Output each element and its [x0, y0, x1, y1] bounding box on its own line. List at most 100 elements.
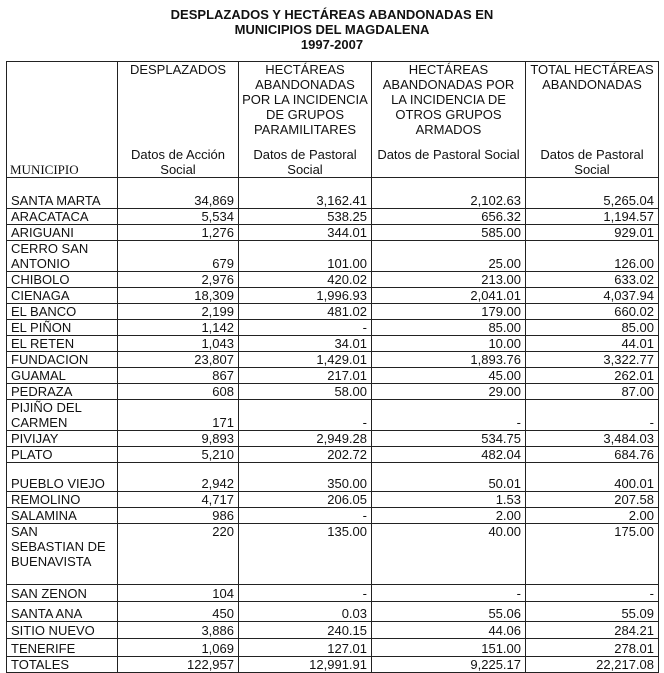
value-cell: 284.21 — [525, 621, 659, 639]
value-cell: 220 — [117, 523, 239, 585]
document-title: DESPLAZADOS Y HECTÁREAS ABANDONADAS EN M… — [0, 7, 664, 52]
value-cell: 400.01 — [525, 462, 659, 492]
value-cell: 206.05 — [238, 491, 372, 508]
municipio-cell: TENERIFE — [6, 638, 118, 657]
column-header-municipio: MUNICIPIO — [6, 61, 118, 178]
value-cell: 684.76 — [525, 446, 659, 463]
value-cell: 867 — [117, 367, 239, 384]
value-cell: 85.00 — [525, 319, 659, 336]
table-row: SANTA MARTA 34,869 3,162.41 2,102.63 5,265.0… — [6, 177, 659, 209]
value-cell: 5,210 — [117, 446, 239, 463]
table-row: SANTA ANA 450 0.03 55.06 55.09 — [6, 601, 659, 622]
value-cell: 534.75 — [371, 430, 526, 447]
municipio-cell: SAN ZENON — [6, 584, 118, 602]
municipio-cell: SITIO NUEVO — [6, 621, 118, 639]
column-header-otros-grupos: HECTÁREAS ABANDONADAS POR LA INCIDENCIA … — [371, 61, 526, 178]
value-cell: 2.00 — [525, 507, 659, 524]
value-cell: 58.00 — [238, 383, 372, 400]
value-cell: 34.01 — [238, 335, 372, 352]
value-cell: - — [238, 507, 372, 524]
column-header-desplazados: DESPLAZADOS Datos de Acción Social — [117, 61, 239, 178]
value-cell: 1,142 — [117, 319, 239, 336]
value-cell: 122,957 — [117, 656, 239, 673]
value-cell: 929.01 — [525, 224, 659, 241]
value-cell: 3,162.41 — [238, 177, 372, 209]
value-cell: 34,869 — [117, 177, 239, 209]
title-line: DESPLAZADOS Y HECTÁREAS ABANDONADAS EN — [170, 7, 494, 22]
value-cell: 633.02 — [525, 271, 659, 288]
value-cell: 2,041.01 — [371, 287, 526, 304]
municipio-cell: TOTALES — [6, 656, 118, 673]
municipio-cell: REMOLINO — [6, 491, 118, 508]
municipio-cell: SAN SEBASTIAN DE BUENAVISTA — [6, 523, 118, 585]
municipio-cell: EL RETEN — [6, 335, 118, 352]
value-cell: 25.00 — [371, 240, 526, 272]
table-row: GUAMAL 867 217.01 45.00 262.01 — [6, 367, 659, 384]
value-cell: 1,996.93 — [238, 287, 372, 304]
municipio-cell: CIENAGA — [6, 287, 118, 304]
value-cell: 2,976 — [117, 271, 239, 288]
municipio-cell: PUEBLO VIEJO — [6, 462, 118, 492]
value-cell: 40.00 — [371, 523, 526, 585]
value-cell: 3,322.77 — [525, 351, 659, 368]
value-cell: 179.00 — [371, 303, 526, 320]
value-cell: 2,949.28 — [238, 430, 372, 447]
value-cell: 45.00 — [371, 367, 526, 384]
table-row: EL BANCO 2,199 481.02 179.00 660.02 — [6, 303, 659, 320]
value-cell: 10.00 — [371, 335, 526, 352]
value-cell: 23,807 — [117, 351, 239, 368]
municipio-cell: SANTA MARTA — [6, 177, 118, 209]
value-cell: 656.32 — [371, 208, 526, 225]
column-header-paramilitares: HECTÁREAS ABANDONADAS POR LA INCIDENCIA … — [238, 61, 372, 178]
title-line: MUNICIPIOS DEL MAGDALENA — [234, 22, 430, 37]
value-cell: 450 — [117, 601, 239, 622]
table-row: SAN SEBASTIAN DE BUENAVISTA 220 135.00 40.0… — [6, 523, 659, 585]
municipio-cell: EL PIÑON — [6, 319, 118, 336]
table-row: EL PIÑON 1,142-85.00 85.00 — [6, 319, 659, 336]
value-cell: 4,717 — [117, 491, 239, 508]
value-cell: 350.00 — [238, 462, 372, 492]
value-cell: 1,194.57 — [525, 208, 659, 225]
table-row: SAN ZENON 104- - - — [6, 584, 659, 602]
data-table: MUNICIPIO DESPLAZADOS Datos de Acción Soc… — [6, 61, 659, 673]
value-cell: 344.01 — [238, 224, 372, 241]
municipio-cell: ARIGUANI — [6, 224, 118, 241]
value-cell: 5,265.04 — [525, 177, 659, 209]
municipio-cell: SANTA ANA — [6, 601, 118, 622]
value-cell: 2,199 — [117, 303, 239, 320]
value-cell: 482.04 — [371, 446, 526, 463]
table-row: PUEBLO VIEJO 2,942 350.00 50.01 400.01 — [6, 462, 659, 492]
value-cell: - — [238, 399, 372, 431]
value-cell: 679 — [117, 240, 239, 272]
value-cell: 1,893.76 — [371, 351, 526, 368]
value-cell: 1,429.01 — [238, 351, 372, 368]
value-cell: 29.00 — [371, 383, 526, 400]
value-cell: 12,991.91 — [238, 656, 372, 673]
municipio-cell: CERRO SAN ANTONIO — [6, 240, 118, 272]
value-cell: 1.53 — [371, 491, 526, 508]
value-cell: 2,942 — [117, 462, 239, 492]
value-cell: 585.00 — [371, 224, 526, 241]
municipio-cell: GUAMAL — [6, 367, 118, 384]
table-row: ARACATACA 5,534 538.25 656.32 1,194.57 — [6, 208, 659, 225]
value-cell: 1,069 — [117, 638, 239, 657]
municipio-cell: PEDRAZA — [6, 383, 118, 400]
value-cell: 85.00 — [371, 319, 526, 336]
value-cell: 240.15 — [238, 621, 372, 639]
value-cell: - — [371, 399, 526, 431]
municipio-cell: FUNDACION — [6, 351, 118, 368]
table-row: SITIO NUEVO 3,886 240.15 44.06 284.21 — [6, 621, 659, 639]
value-cell: - — [525, 399, 659, 431]
value-cell: 986 — [117, 507, 239, 524]
value-cell: 2,102.63 — [371, 177, 526, 209]
value-cell: 207.58 — [525, 491, 659, 508]
table-row: CHIBOLO 2,976 420.02 213.00 633.02 — [6, 271, 659, 288]
value-cell: 55.06 — [371, 601, 526, 622]
table-row: PIVIJAY 9,893 2,949.28 534.75 3,484.03 — [6, 430, 659, 447]
municipio-cell: PIJIÑO DEL CARMEN — [6, 399, 118, 431]
table-row: ARIGUANI 1,276 344.01 585.00 929.01 — [6, 224, 659, 241]
table-row: PLATO 5,210 202.72 482.04 684.76 — [6, 446, 659, 463]
value-cell: - — [371, 584, 526, 602]
table-row: SALAMINA 986-2.00 2.00 — [6, 507, 659, 524]
municipio-cell: PIVIJAY — [6, 430, 118, 447]
